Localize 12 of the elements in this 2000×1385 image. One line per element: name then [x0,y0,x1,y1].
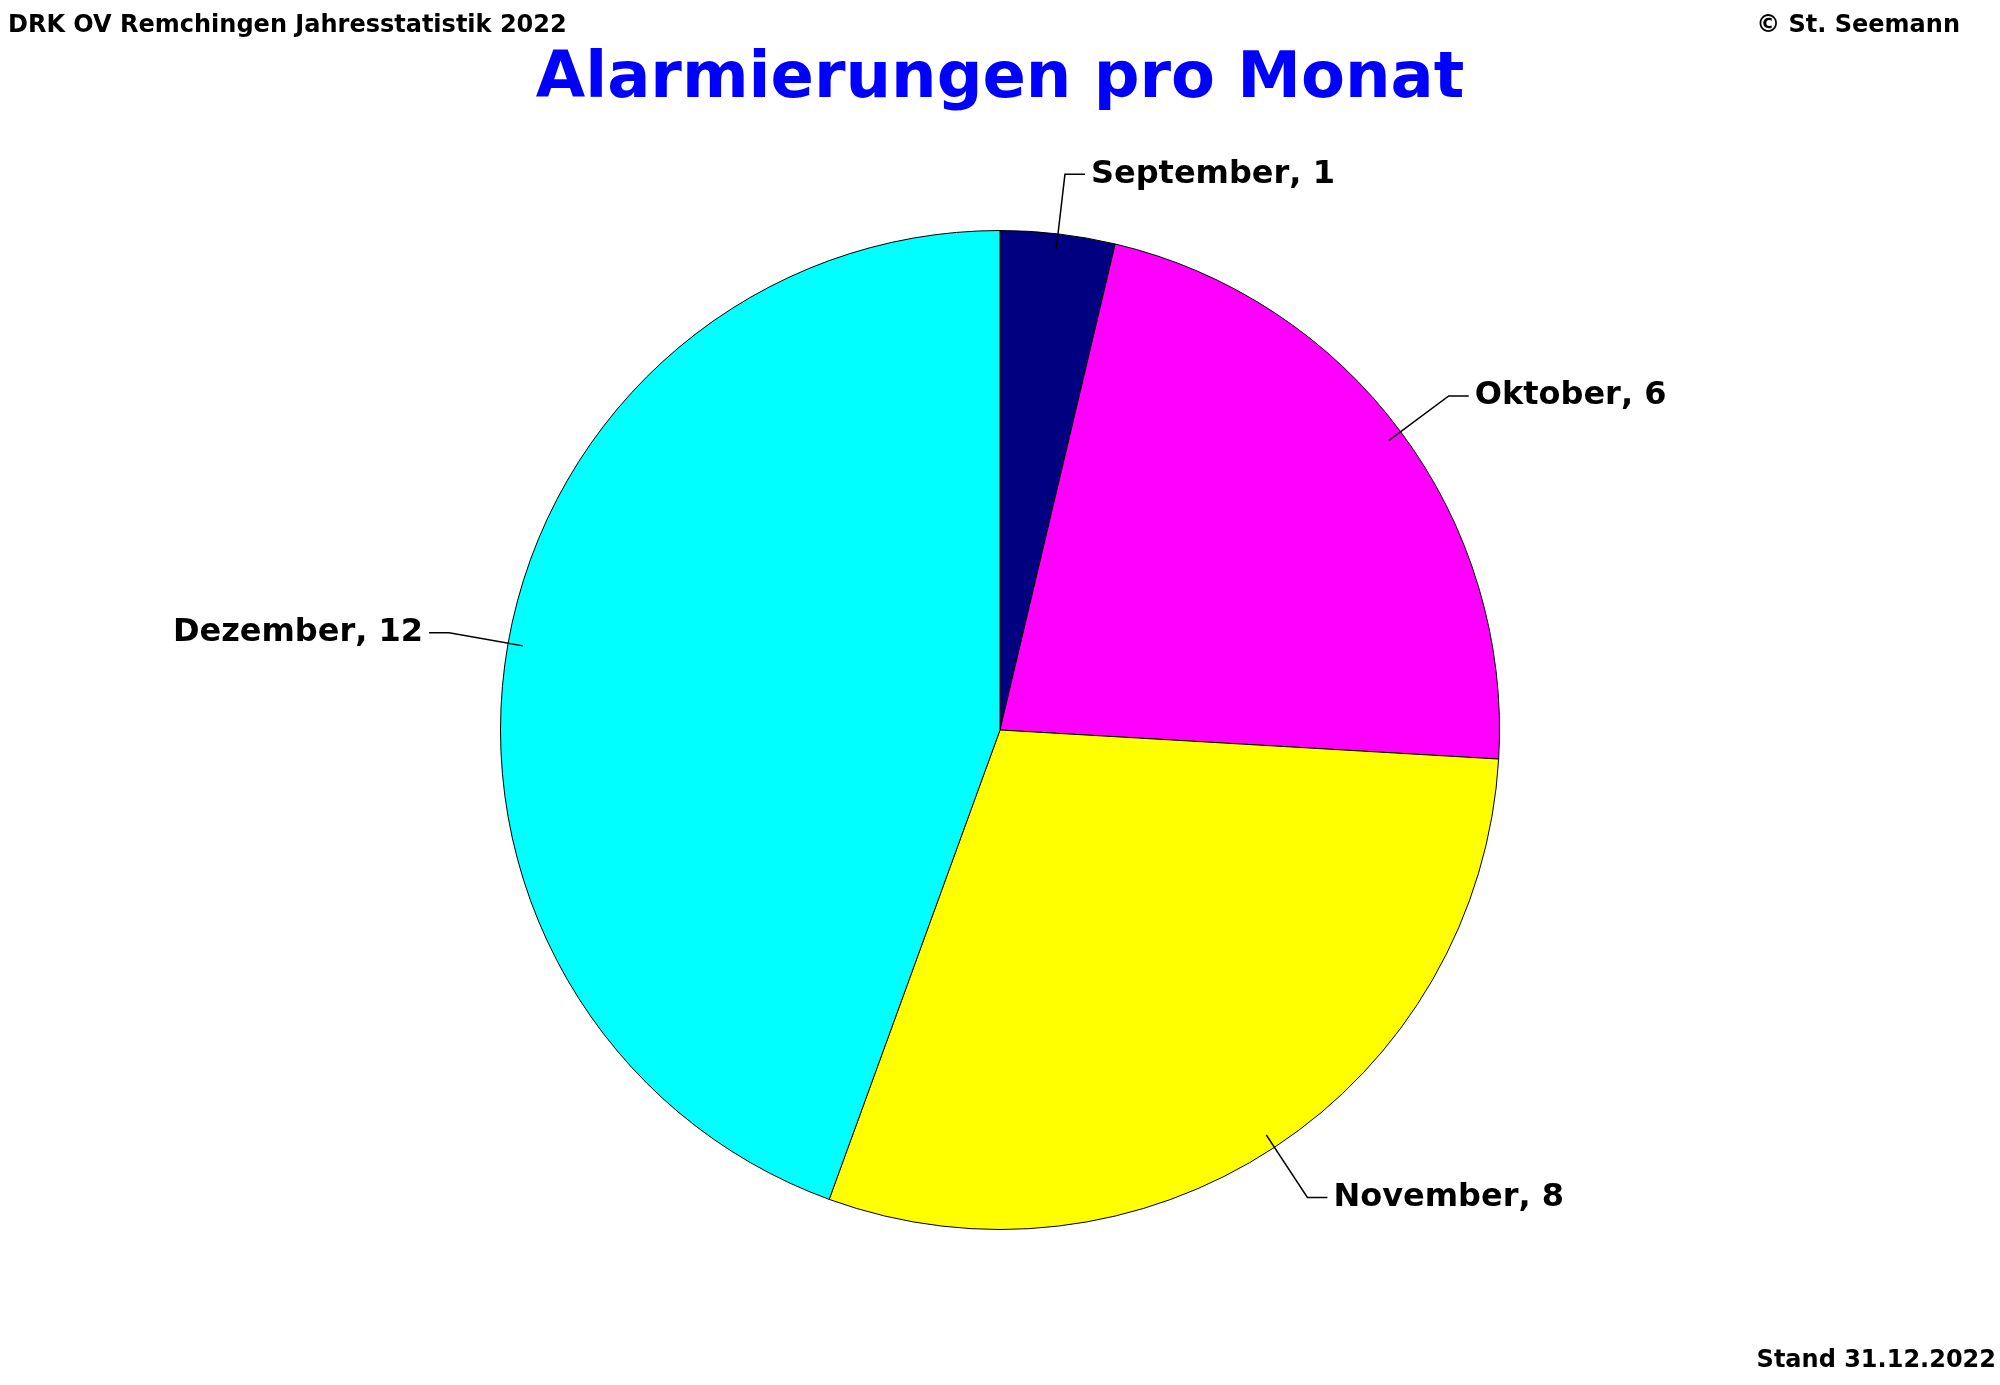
data-label: , 8 [1518,1175,1565,1214]
slice-label: September [1090,152,1290,191]
data-label: , 6 [1620,374,1667,413]
text: DRK OV Remchingen Jahresstatistik 2022 [8,10,567,38]
slice-label: Dezember [172,611,356,650]
slice-label: November [1333,1175,1519,1214]
data-label: , 12 [355,611,424,650]
slice-label: Oktober [1474,374,1622,413]
text: © St. Seemann [1756,10,1960,38]
chart-title: Alarmierungen pro Monat [534,38,1466,112]
data-label: , 1 [1289,152,1335,191]
text: Stand 31.12.2022 [1756,1345,1996,1373]
